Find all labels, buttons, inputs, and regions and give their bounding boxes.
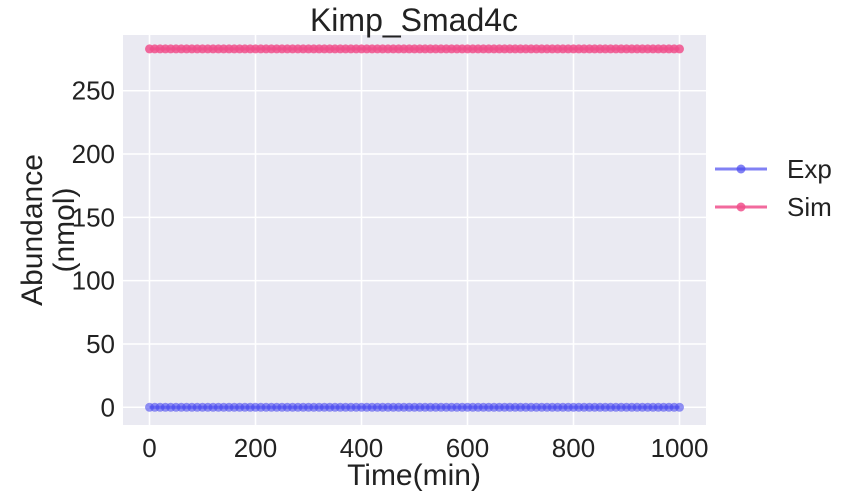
chart-title: Kimp_Smad4c [310,2,518,38]
x-tick-label-1000: 1000 [651,433,709,463]
legend-marker-sim [736,202,746,212]
y-tick-labels: 0 50 100 150 200 250 [72,76,115,423]
x-tick-label-200: 200 [234,433,277,463]
series-sim [145,44,684,54]
x-tick-label-600: 600 [446,433,489,463]
x-tick-label-0: 0 [142,433,156,463]
data-point-sim [675,44,684,54]
y-tick-label-50: 50 [86,329,115,359]
y-tick-label-150: 150 [72,202,115,232]
legend: Exp Sim [715,154,832,222]
plot-background [123,35,706,425]
y-tick-label-100: 100 [72,266,115,296]
legend-item-exp: Exp [715,154,832,184]
data-point-exp [675,402,684,412]
y-axis-label-line-1: Abundance [16,154,49,306]
y-tick-label-0: 0 [101,392,115,422]
x-axis-label: Time(min) [347,459,481,492]
y-tick-label-200: 200 [72,139,115,169]
x-tick-labels: 0 200 400 600 800 1000 [142,433,708,463]
legend-marker-exp [736,164,746,174]
series-exp [145,402,684,412]
legend-label-exp: Exp [787,154,832,184]
x-tick-label-800: 800 [552,433,595,463]
y-axis-label-line-2: (nmol) [48,187,81,272]
x-tick-label-400: 400 [340,433,383,463]
legend-label-sim: Sim [787,192,832,222]
series-layer [145,44,684,412]
y-tick-label-250: 250 [72,76,115,106]
legend-item-sim: Sim [715,192,832,222]
